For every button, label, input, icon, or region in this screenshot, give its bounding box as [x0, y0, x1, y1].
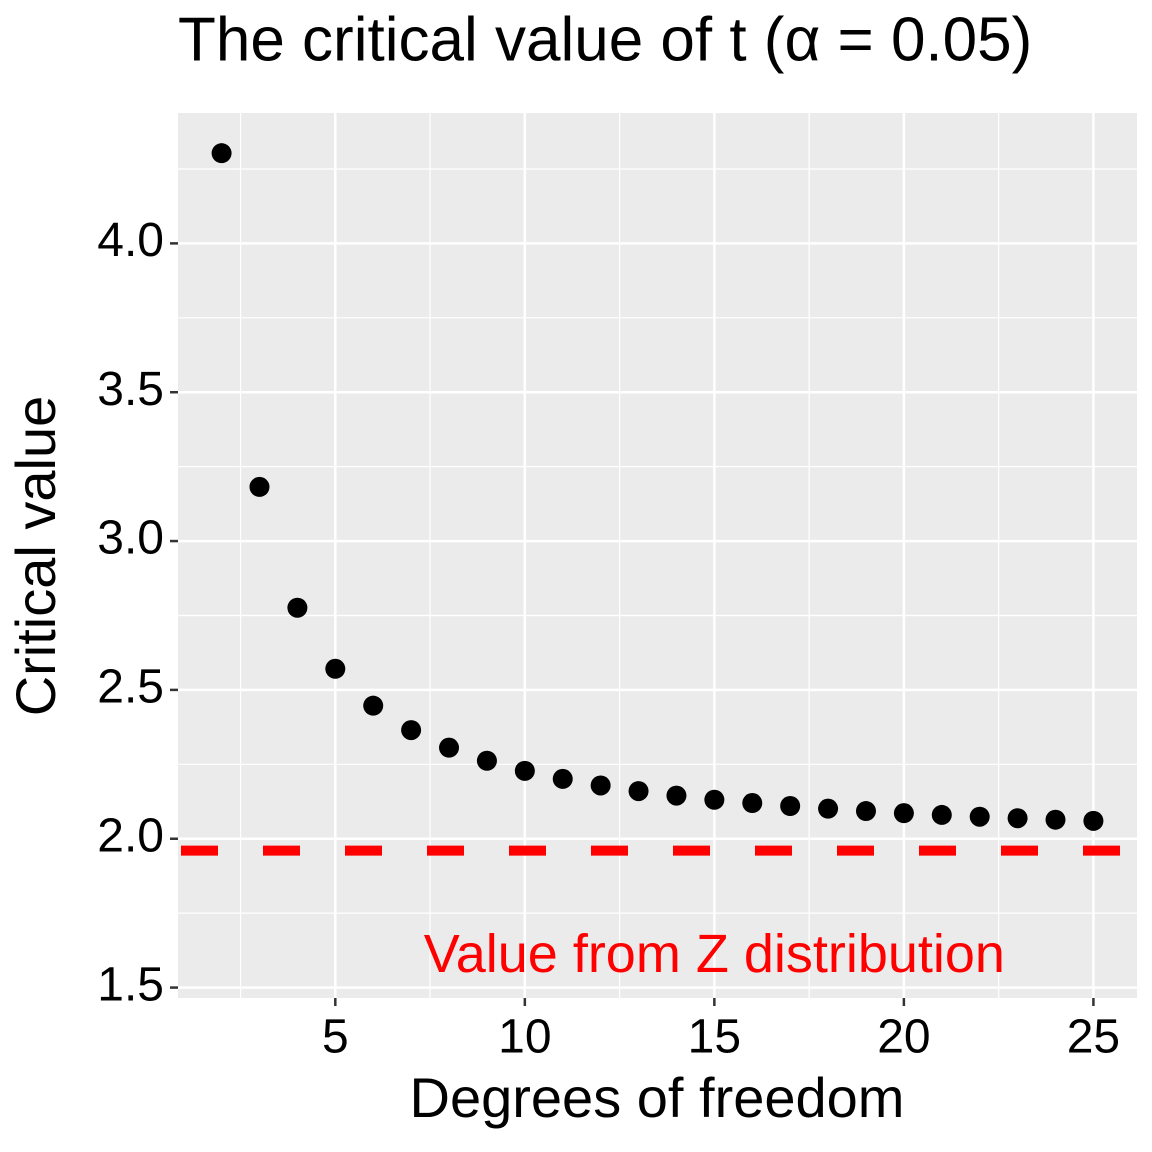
y-tick-label: 4.0	[97, 214, 164, 267]
point	[211, 143, 232, 164]
x-tick-label: 20	[877, 1011, 930, 1064]
point	[666, 785, 687, 806]
point	[742, 793, 763, 814]
point	[401, 720, 422, 741]
point	[325, 658, 346, 679]
y-tick-label: 2.0	[97, 809, 164, 862]
point	[363, 695, 384, 716]
point	[931, 804, 952, 825]
point	[704, 789, 725, 810]
point	[287, 597, 308, 618]
x-tick-label: 10	[498, 1011, 551, 1064]
point	[893, 803, 914, 824]
point	[818, 798, 839, 819]
point	[780, 795, 801, 816]
point	[552, 768, 573, 789]
y-tick-label: 1.5	[97, 958, 164, 1011]
point	[514, 760, 535, 781]
y-axis-title: Critical value	[4, 396, 67, 717]
x-axis-title: Degrees of freedom	[410, 1066, 905, 1129]
y-tick-label: 3.0	[97, 512, 164, 565]
point	[1045, 809, 1066, 830]
x-tick-label: 5	[322, 1011, 349, 1064]
y-tick-label: 2.5	[97, 661, 164, 714]
point	[1007, 808, 1028, 829]
point	[590, 775, 611, 796]
point	[439, 737, 460, 758]
point	[855, 801, 876, 822]
y-tick-label: 3.5	[97, 363, 164, 416]
x-tick-label: 15	[688, 1011, 741, 1064]
point	[1083, 810, 1104, 831]
point	[476, 750, 497, 771]
chart-title: The critical value of t (α = 0.05)	[178, 5, 1032, 74]
annotation: Value from Z distribution	[424, 924, 1005, 984]
marks	[178, 143, 1137, 856]
panel	[178, 113, 1137, 998]
x-tick-label: 25	[1067, 1011, 1120, 1064]
point	[628, 781, 649, 802]
point	[969, 806, 990, 827]
point	[249, 476, 270, 497]
